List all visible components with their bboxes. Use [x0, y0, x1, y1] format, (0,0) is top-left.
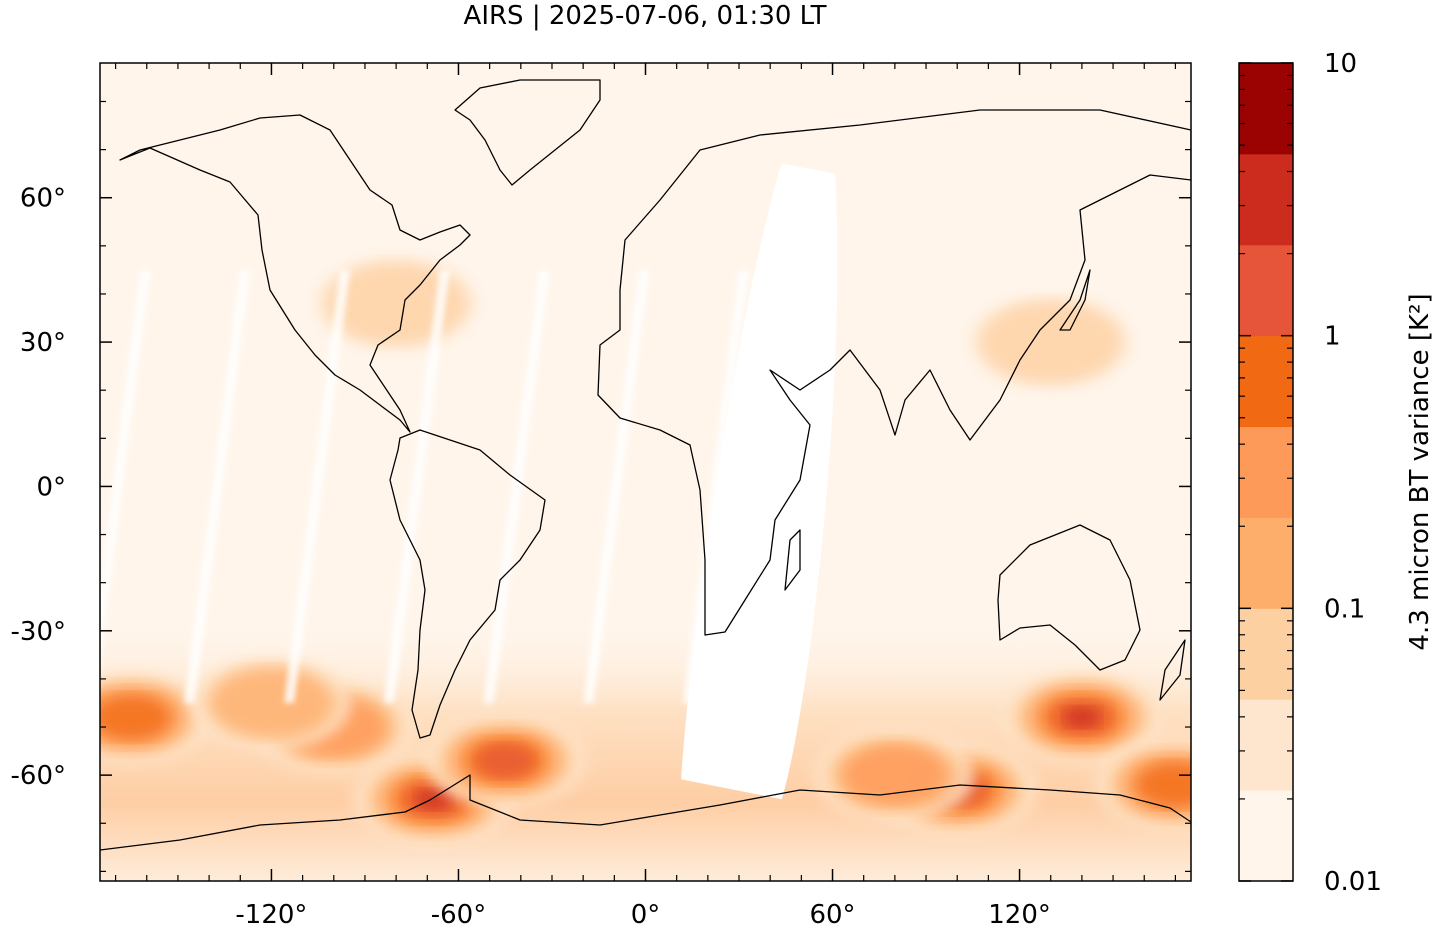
colorbar-tick-label: 10	[1324, 49, 1357, 79]
hotspot-3-level-7	[415, 788, 452, 810]
colorbar-tick-label: 1	[1324, 322, 1341, 352]
y-tick-label: 30°	[20, 328, 66, 358]
y-tick-label: -30°	[11, 617, 66, 647]
data-gaps	[100, 163, 838, 800]
map-plot-area	[100, 63, 1191, 881]
coastline-north-america	[119, 114, 471, 433]
hotspot-8-level-5	[1136, 762, 1191, 808]
colorbar-band-2	[1239, 608, 1293, 700]
coastline-japan	[1059, 269, 1091, 331]
swath-gap-4	[483, 269, 550, 703]
minor-ticks	[100, 63, 1191, 881]
x-tick-label: 60°	[809, 900, 855, 930]
coastline-antarctica	[100, 774, 1191, 851]
y-tick-label: -60°	[11, 761, 66, 791]
swath-gap-3	[383, 269, 450, 703]
coastline-madagascar	[784, 529, 801, 591]
hotspot-0-level-5	[100, 694, 171, 740]
chart-title: AIRS | 2025-07-06, 01:30 LT	[464, 1, 827, 31]
coastline-new-zealand	[1159, 639, 1186, 701]
hotspot-2-level-3	[211, 668, 332, 738]
coastline-south-america	[389, 429, 546, 739]
colorbar-bands	[1239, 63, 1293, 882]
hotspot-7-level-4	[845, 746, 945, 804]
coastline-eurasia-africa	[597, 109, 1191, 636]
x-tick-label: -60°	[431, 900, 486, 930]
variance-hotspots	[100, 257, 1191, 846]
colorbar-band-7	[1239, 153, 1293, 246]
coastline-greenland	[454, 79, 601, 186]
swath-gap-2	[284, 269, 351, 703]
x-axis: -120° -60° 0° 60° 120°	[235, 63, 1051, 930]
colorbar-label: 4.3 micron BT variance [K²]	[1405, 293, 1435, 650]
colorbar-ticks: 10 1 0.1 0.01	[1239, 49, 1382, 897]
colorbar-frame	[1238, 62, 1294, 882]
colorbar-tick-label: 0.1	[1324, 594, 1365, 624]
hotspot-4-level-6	[476, 744, 534, 778]
coastlines	[100, 79, 1191, 851]
colorbar-band-6	[1239, 244, 1293, 337]
colorbar: 10 1 0.1 0.01 4.3 micron BT variance [K²]	[1238, 49, 1435, 897]
data-gap-0	[681, 163, 838, 800]
hotspot-5-level-7	[1063, 706, 1101, 728]
colorbar-tick-label: 0.01	[1324, 867, 1382, 897]
colorbar-band-0	[1239, 790, 1293, 882]
hotspot-10-level-2	[325, 263, 467, 345]
colorbar-band-1	[1239, 699, 1293, 791]
y-tick-label: 0°	[36, 472, 66, 502]
x-tick-label: -120°	[235, 900, 307, 930]
swath-gap-1	[184, 269, 251, 703]
x-tick-label: 120°	[988, 900, 1051, 930]
colorbar-band-5	[1239, 335, 1293, 428]
hotspot-9-level-2	[980, 301, 1121, 383]
y-axis: 60° 30° 0° -30° -60°	[11, 184, 1191, 791]
swath-gap-6	[683, 269, 750, 703]
coastline-australia	[997, 524, 1141, 671]
colorbar-band-3	[1239, 517, 1293, 609]
y-tick-label: 60°	[20, 184, 66, 214]
colorbar-band-4	[1239, 426, 1293, 518]
x-tick-label: 0°	[631, 900, 661, 930]
colorbar-band-8	[1239, 63, 1293, 155]
swath-gap-5	[583, 269, 650, 703]
